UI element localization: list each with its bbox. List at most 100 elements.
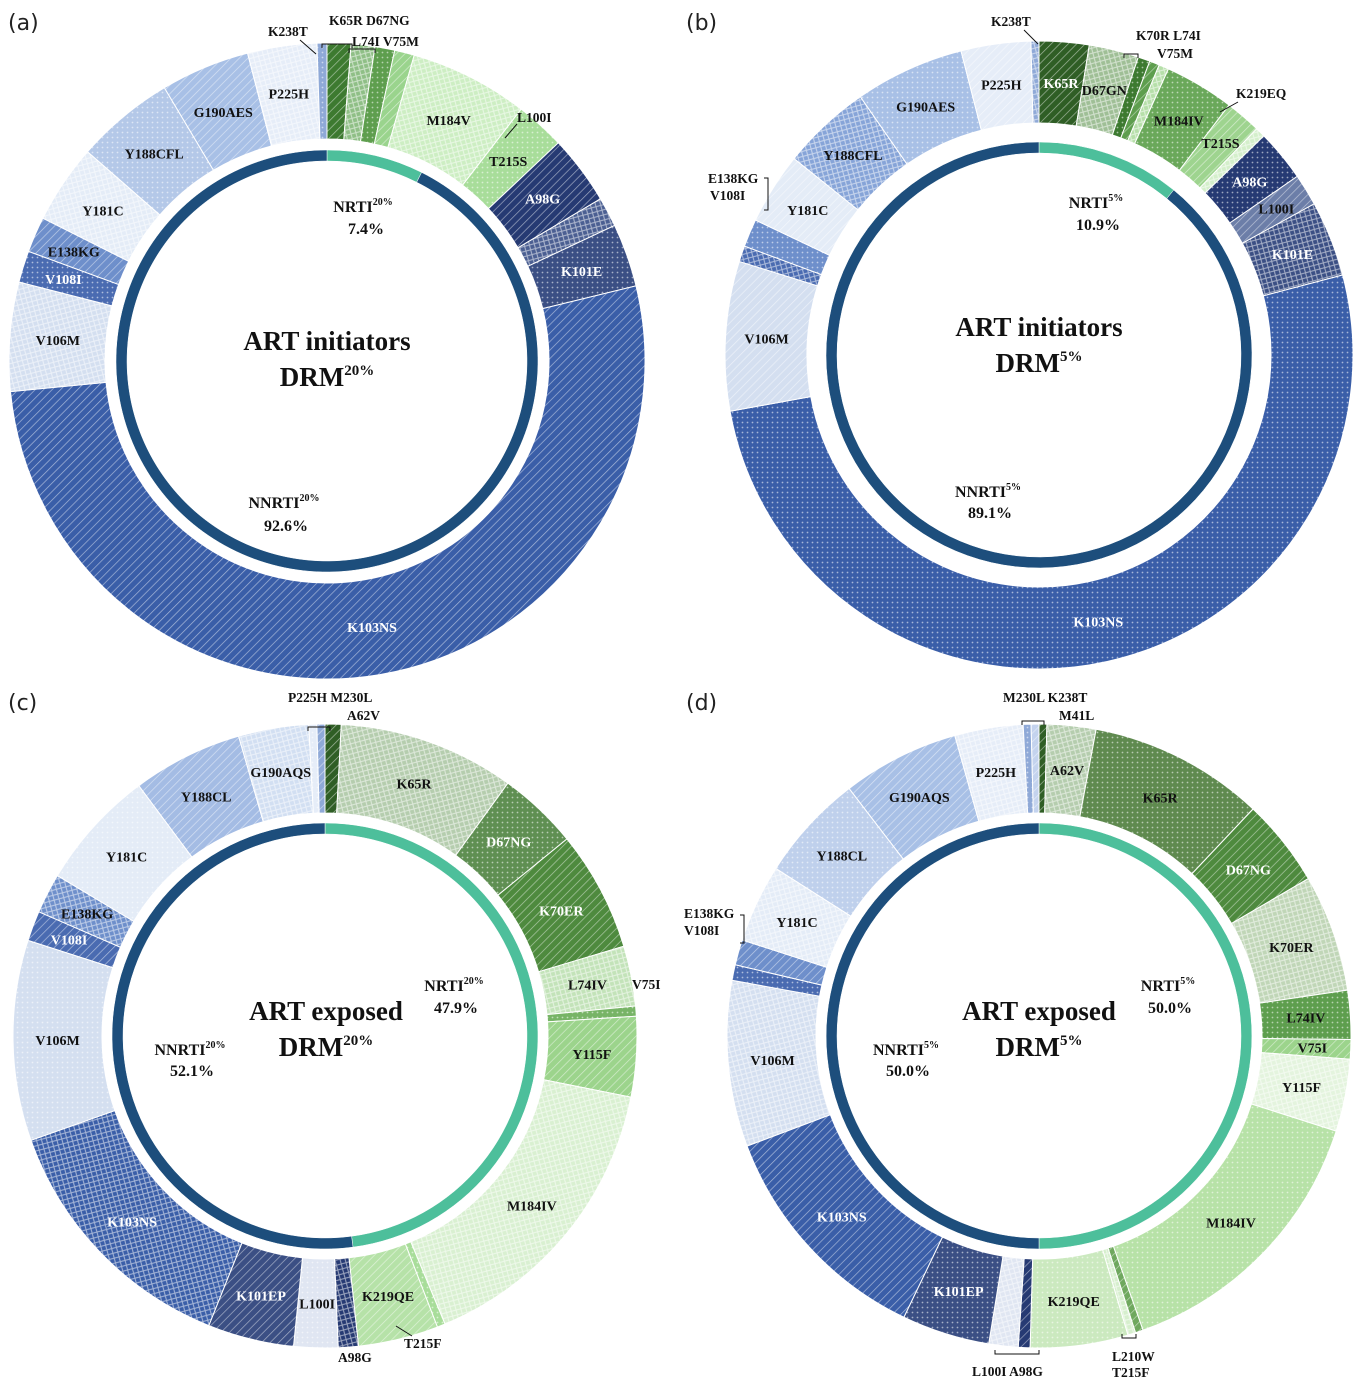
panel-c-nnrti-value: 52.1% — [170, 1063, 214, 1080]
donut-segment-texture — [1120, 61, 1160, 141]
panel-b-inner-ring — [825, 141, 1253, 569]
donut-segment-texture — [517, 198, 615, 267]
donut-segment-texture — [1229, 176, 1315, 244]
ext-label: K65R D67NG — [329, 13, 410, 28]
segment-label: Y115F — [572, 1048, 611, 1063]
donut-segment-texture — [405, 1241, 445, 1328]
donut-segment-texture — [1205, 135, 1298, 224]
donut-segment-texture — [742, 868, 851, 968]
ext-label: V75I — [632, 977, 661, 992]
donut-segment-texture — [1023, 724, 1034, 814]
donut-segment-texture — [1076, 45, 1139, 135]
donut-segment-texture — [87, 87, 214, 215]
donut-segment-texture — [325, 724, 342, 814]
donut-segment-texture — [1242, 203, 1343, 296]
donut-segment-texture — [348, 1244, 438, 1347]
donut-segment-texture — [988, 1256, 1025, 1348]
ext-label: E138KG — [708, 171, 759, 186]
donut-segment-texture — [308, 724, 320, 814]
ext-label: V108I — [710, 188, 745, 203]
donut-panel-c: (c) K65R D67NG K70ER L74IV Y115F M184IV K219QE… — [8, 690, 661, 1365]
donut-segment-texture — [1199, 128, 1264, 194]
ext-label: P225H M230L — [288, 690, 372, 705]
donut-segment-texture — [42, 151, 160, 262]
donut-segment-texture — [1030, 41, 1039, 124]
donut-segment-texture — [1134, 68, 1230, 171]
donut-segment-texture — [462, 109, 559, 209]
segment-label: K101EP — [934, 1285, 984, 1300]
donut-segment-texture — [739, 246, 822, 286]
segment-label: V108I — [51, 934, 88, 949]
panel-c-title-line1: ART exposed — [249, 996, 403, 1026]
segment-label: Y181C — [787, 204, 828, 219]
donut-segment-texture — [1113, 1103, 1337, 1331]
donut-segment-texture — [794, 96, 908, 210]
segment-label: K103NS — [817, 1211, 867, 1226]
ext-label: L100I — [517, 110, 552, 125]
segment-label: M184IV — [1154, 115, 1204, 130]
donut-segment-texture — [538, 946, 636, 1015]
segment-label: K65R — [1143, 792, 1179, 807]
panel-c-inner-ring — [111, 822, 539, 1250]
panel-a-outer-labels: M184V T215S A98G K101E K103NS V106M V108I E138K… — [36, 88, 603, 637]
donut-segment-texture — [1191, 808, 1309, 924]
panel-d-inner-ring — [825, 822, 1253, 1250]
segment-label: V106M — [744, 332, 788, 347]
donut-segment-texture — [903, 1237, 1004, 1344]
segment-label: T215S — [489, 155, 527, 170]
segment-label: L100I — [299, 1297, 335, 1312]
panel-d-label: (d) — [686, 691, 717, 716]
panel-a-nnrti-value: 92.6% — [264, 518, 308, 535]
donut-segment-texture — [1039, 41, 1090, 126]
panel-d-title-line1: ART exposed — [962, 996, 1116, 1026]
donut-segment-texture — [247, 43, 320, 147]
segment-label: M184V — [426, 114, 470, 129]
panel-b-outer-ring — [724, 40, 1354, 670]
segment-label: Y188CFL — [823, 149, 882, 164]
panel-b-title-line2: DRM5% — [996, 348, 1083, 378]
segment-label: P225H — [269, 88, 310, 103]
ext-label: V75M — [1157, 46, 1193, 61]
donut-segment-texture — [1030, 1249, 1128, 1349]
segment-label: K70ER — [539, 905, 584, 920]
donut-segment-texture — [954, 724, 1028, 822]
segment-label: V75I — [1297, 1042, 1327, 1057]
donut-segment-texture — [455, 783, 567, 896]
panel-d-nrti-name: NRTI5% — [1141, 976, 1195, 995]
segment-label: K65R — [1043, 77, 1079, 92]
donut-segment-texture — [1231, 878, 1348, 1004]
panel-a-outer-ring — [8, 42, 646, 680]
segment-label: D67NG — [1226, 864, 1271, 879]
segment-label: Y181C — [82, 204, 123, 219]
panel-c-outer-ring — [12, 723, 638, 1349]
donut-segment-texture — [238, 724, 314, 822]
panel-c-nnrti-name: NNRTI20% — [155, 1040, 226, 1059]
donut-segment-texture — [849, 735, 979, 860]
segment-label: G190AES — [194, 106, 253, 121]
panel-b-external-labels: K238T K70R L74I V75M K219EQ E138KG V108I — [708, 14, 1286, 211]
donut-segment-texture — [1112, 57, 1150, 138]
segment-label: G190AES — [896, 101, 955, 116]
segment-label: Y181C — [106, 850, 147, 865]
donut-segment-texture — [1179, 105, 1257, 188]
donut-segment-texture — [1102, 1248, 1136, 1336]
donut-segment-texture — [726, 980, 831, 1147]
panel-d-external-labels: M230L K238T M41L E138KG V108I L210W T215… — [684, 690, 1155, 1380]
inner-ring-nrti — [326, 149, 422, 183]
donut-panel-b: (b) K65R D67GN M184IV T215S A98G L100I K101E K1… — [686, 11, 1354, 670]
ext-label: K238T — [991, 14, 1031, 29]
inner-ring-nnrti — [825, 141, 1253, 569]
panel-c-title-line2: DRM20% — [279, 1032, 373, 1062]
segment-label: K101E — [561, 265, 602, 280]
donut-segment-texture — [28, 911, 121, 968]
panel-d-nnrti-value: 50.0% — [886, 1063, 930, 1080]
donut-segment-texture — [334, 1257, 359, 1348]
panel-c-nrti-name: NRTI20% — [424, 976, 483, 995]
panel-d-title-line2: DRM5% — [996, 1032, 1083, 1062]
inner-ring-nnrti — [111, 822, 354, 1250]
donut-segment-texture — [744, 220, 830, 275]
segment-label: L100I — [1258, 202, 1294, 217]
donut-segment-texture — [730, 275, 1353, 669]
segment-label: A62V — [1050, 764, 1084, 779]
donut-segment-texture — [1127, 64, 1169, 144]
